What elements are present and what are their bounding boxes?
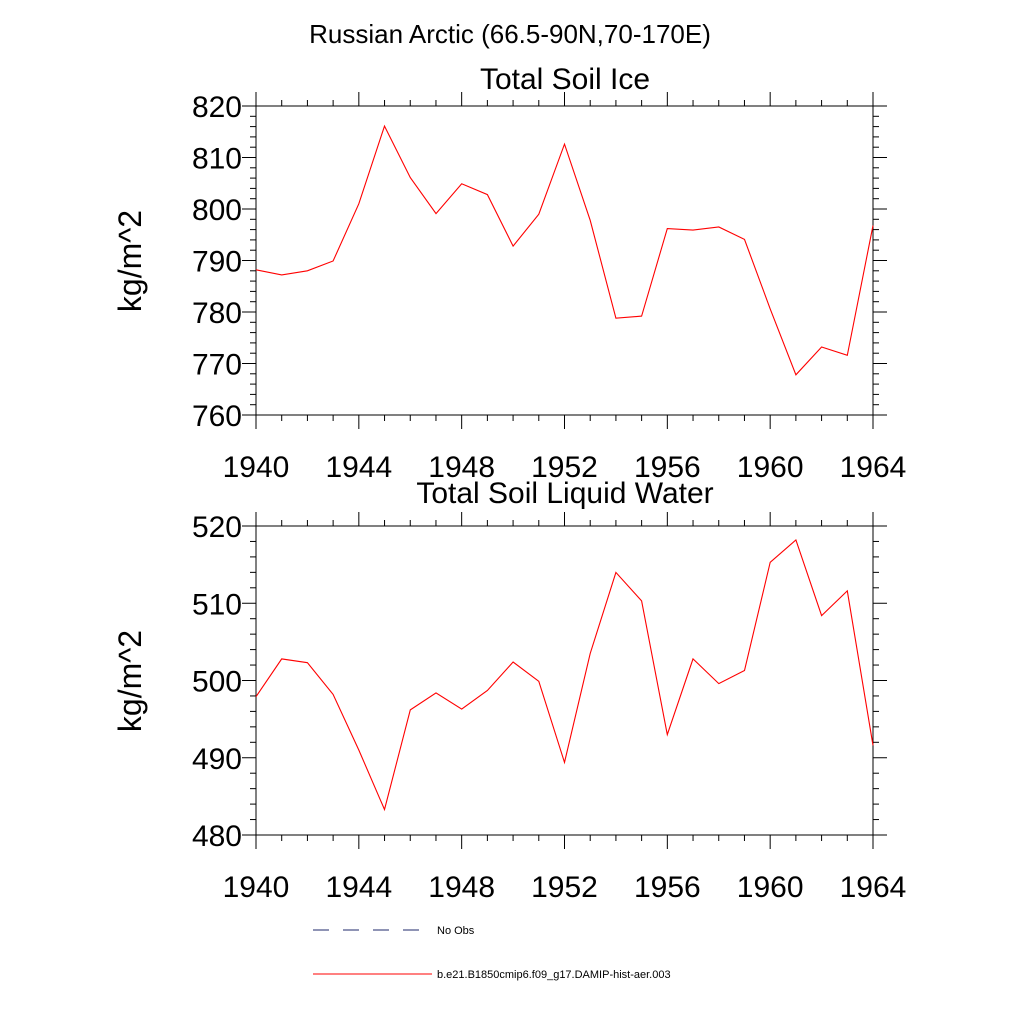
- x-tick-label: 1944: [325, 871, 392, 904]
- y-tick-label: 780: [192, 297, 242, 330]
- y-axis-label: kg/m^2: [112, 210, 148, 312]
- legend: No Obs b.e21.B1850cmip6.f09_g17.DAMIP-hi…: [313, 925, 671, 981]
- y-tick-label: 810: [192, 143, 242, 176]
- x-tick-label: 1948: [428, 451, 495, 484]
- chart-panel-soil-ice: Total Soil Ice kg/m^2 1940 1944 1948 1952 19…: [112, 63, 906, 484]
- x-tick-label: 1948: [428, 871, 495, 904]
- x-tick-label: 1952: [531, 871, 598, 904]
- x-tick-label: 1964: [840, 451, 907, 484]
- panel-title: Total Soil Ice: [480, 63, 650, 96]
- x-tick-label: 1944: [325, 451, 392, 484]
- y-tick-label: 500: [192, 666, 242, 699]
- series-line: [255, 124, 874, 376]
- figure-title: Russian Arctic (66.5-90N,70-170E): [309, 19, 711, 49]
- legend-label-model-run: b.e21.B1850cmip6.f09_g17.DAMIP-hist-aer.…: [437, 969, 671, 981]
- x-tick-label: 1940: [223, 451, 290, 484]
- x-tick-label: 1940: [223, 871, 290, 904]
- chart-panel-soil-liquid-water: Total Soil Liquid Water kg/m^2 1940 1944 1…: [112, 477, 906, 904]
- series-line: [255, 538, 874, 812]
- y-tick-label: 770: [192, 349, 242, 382]
- x-tick-label: 1960: [737, 871, 804, 904]
- x-tick-label: 1956: [634, 871, 701, 904]
- plot-frame: [255, 525, 874, 836]
- x-tick-label: 1960: [737, 451, 804, 484]
- y-tick-label: 800: [192, 194, 242, 227]
- plot-frame: [255, 105, 874, 416]
- y-axis-label: kg/m^2: [112, 630, 148, 732]
- y-tick-label: 820: [192, 91, 242, 124]
- x-tick-label: 1964: [840, 871, 907, 904]
- y-tick-label: 520: [192, 511, 242, 544]
- x-tick-label: 1956: [634, 451, 701, 484]
- panel-title: Total Soil Liquid Water: [416, 477, 713, 510]
- y-tick-label: 510: [192, 588, 242, 621]
- legend-label-no-obs: No Obs: [437, 925, 475, 937]
- x-tick-label: 1952: [531, 451, 598, 484]
- y-tick-label: 790: [192, 246, 242, 279]
- y-tick-label: 760: [192, 400, 242, 433]
- y-tick-label: 490: [192, 743, 242, 776]
- y-tick-label: 480: [192, 820, 242, 853]
